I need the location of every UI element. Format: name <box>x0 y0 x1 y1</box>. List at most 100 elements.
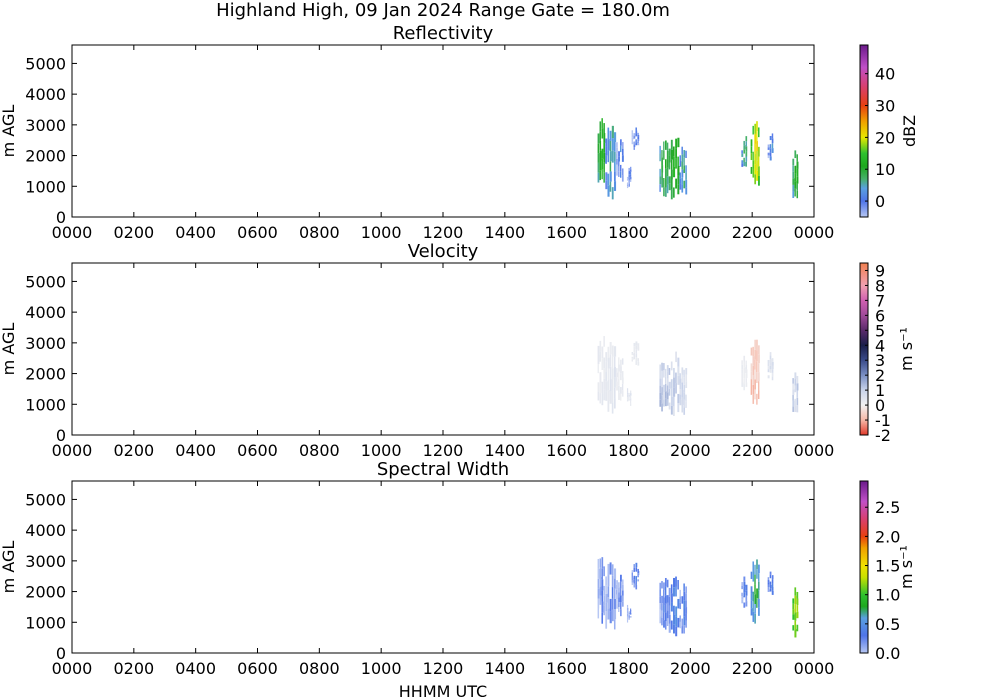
echo-cell <box>792 400 795 407</box>
echo-cell <box>663 178 665 188</box>
echo-cell <box>769 365 772 370</box>
echo-cell <box>626 619 629 623</box>
echo-cell <box>621 175 624 182</box>
y-axis-label: m AGL <box>0 541 18 594</box>
echo-cell <box>609 342 612 355</box>
echo-cell <box>663 370 665 378</box>
echo-cell <box>673 387 676 397</box>
echo-cell <box>668 148 671 156</box>
echo-cell <box>741 364 744 370</box>
echo-cell <box>605 361 608 372</box>
echo-cell <box>771 365 774 370</box>
echo-cell <box>616 589 618 595</box>
echo-cell <box>618 607 620 612</box>
echo-cell <box>605 619 608 629</box>
chart-panel-3: Spectral Width 0000 0200 0400 0600 0800 1000 12… <box>0 459 916 678</box>
echo-cell <box>628 183 630 187</box>
echo-cell <box>750 600 753 609</box>
colorbar-tick-label: 0 <box>875 192 885 211</box>
echo-cell <box>597 382 600 392</box>
figure-xlabel: HHMM UTC <box>399 682 487 700</box>
echo-cell <box>664 595 667 604</box>
echo-cell <box>767 587 770 590</box>
echo-cell <box>794 398 796 406</box>
echo-cell <box>743 592 746 598</box>
echo-cell <box>637 579 639 582</box>
echo-cell <box>743 378 745 385</box>
echo-cell <box>675 178 677 189</box>
echo-cell <box>626 397 629 400</box>
echo-cell <box>603 566 605 577</box>
echo-cell <box>685 381 688 388</box>
echo-cell <box>750 593 753 601</box>
echo-cell <box>618 582 620 588</box>
y-tick-label: 3000 <box>25 334 66 353</box>
echo-cell <box>659 603 662 610</box>
echo-cell <box>597 354 600 365</box>
echo-cell <box>675 372 677 384</box>
echo-cell <box>621 377 624 384</box>
echo-cell <box>633 352 635 357</box>
echo-cell <box>661 180 664 188</box>
echo-cell <box>752 160 755 169</box>
echo-cell <box>633 567 635 572</box>
echo-cell <box>609 130 612 141</box>
echo-cell <box>601 148 604 159</box>
colorbar-tick-label: 30 <box>875 97 895 116</box>
echo-cell <box>752 384 755 395</box>
y-tick-label: 0 <box>56 208 66 227</box>
echo-cell <box>659 399 662 407</box>
echo-cell <box>661 378 663 388</box>
echo-cell <box>628 177 630 181</box>
echo-cell <box>664 168 667 179</box>
echo-cell <box>613 366 616 378</box>
echo-cell <box>631 359 634 362</box>
echo-region <box>631 127 640 150</box>
colorbar-tick-label: 0 <box>875 396 885 415</box>
echo-cell <box>630 613 632 615</box>
x-tick-label: 0800 <box>299 659 340 678</box>
echo-cell <box>681 596 684 604</box>
echo-cell <box>767 363 770 367</box>
x-tick-label: 1600 <box>546 441 587 460</box>
echo-cell <box>599 131 601 141</box>
echo-cell <box>771 372 774 377</box>
echo-cell <box>685 613 687 621</box>
echo-cell <box>679 621 681 629</box>
echo-cell <box>631 353 634 356</box>
echo-region <box>616 139 624 182</box>
echo-cell <box>599 586 602 596</box>
echo-cell <box>743 367 746 374</box>
echo-cell <box>752 356 755 366</box>
echo-cell <box>601 346 604 359</box>
echo-cell <box>633 356 636 360</box>
echo-cell <box>769 144 772 149</box>
y-tick-label: 3000 <box>25 116 66 135</box>
echo-cell <box>741 163 744 167</box>
echo-cell <box>661 603 663 611</box>
echo-cell <box>752 375 755 385</box>
y-tick-label: 0 <box>56 644 66 663</box>
echo-cell <box>635 139 637 143</box>
echo-cell <box>752 346 754 357</box>
echo-cell <box>756 569 758 579</box>
echo-cell <box>663 384 665 393</box>
echo-cell <box>661 387 663 396</box>
echo-cell <box>758 590 760 599</box>
echo-cell <box>607 575 610 587</box>
echo-cell <box>605 585 607 594</box>
echo-cell <box>745 161 748 167</box>
echo-cell <box>599 558 601 568</box>
echo-cell <box>633 147 635 150</box>
x-tick-label: 1800 <box>608 441 649 460</box>
echo-cell <box>681 146 683 155</box>
echo-cell <box>666 371 669 379</box>
y-axis-label: m AGL <box>0 105 18 158</box>
echo-cell <box>673 577 676 588</box>
echo-cell <box>679 383 682 390</box>
echo-cell <box>668 605 671 615</box>
echo-cell <box>621 142 624 149</box>
echo-cell <box>599 577 602 587</box>
echo-cell <box>767 375 770 379</box>
